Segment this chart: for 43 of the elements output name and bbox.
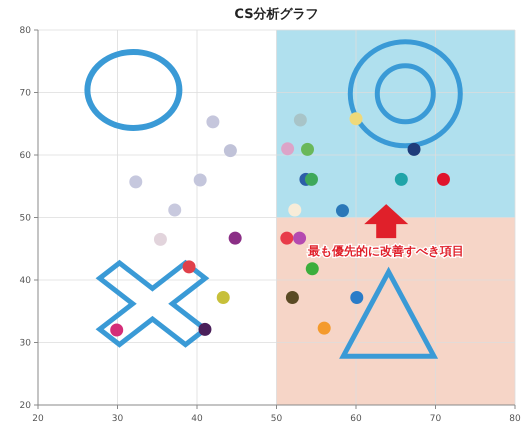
point: [293, 232, 306, 245]
y-tick-label: 80: [20, 26, 32, 36]
point: [206, 115, 220, 128]
point: [350, 291, 364, 304]
x-tick-label: 60: [350, 414, 362, 424]
point: [129, 175, 142, 188]
x-tick-label: 80: [509, 414, 521, 424]
point: [224, 144, 237, 158]
point: [304, 172, 318, 186]
point: [281, 142, 294, 156]
y-tick-label: 70: [20, 88, 32, 98]
point: [168, 204, 182, 216]
annotation: 最も優先的に改善すべき項目: [307, 244, 464, 258]
x-tick-label: 70: [430, 414, 442, 424]
point: [288, 204, 302, 216]
point: [182, 260, 196, 274]
y-tick-label: 20: [20, 401, 32, 411]
point: [154, 232, 167, 246]
x-tick-label: 30: [112, 414, 124, 424]
point: [228, 232, 242, 245]
point: [216, 291, 230, 304]
x-tick-label: 50: [270, 414, 282, 424]
y-tick-label: 40: [20, 276, 32, 286]
point: [436, 172, 450, 186]
point: [408, 142, 421, 156]
point: [336, 204, 349, 218]
point: [301, 142, 314, 156]
y-tick-label: 50: [20, 214, 32, 224]
x-tick-label: 20: [32, 414, 44, 424]
point: [318, 322, 331, 335]
y-tick-label: 30: [20, 338, 32, 348]
chart-title: CS分析グラフ: [234, 7, 319, 22]
point: [194, 174, 207, 186]
point: [198, 322, 212, 336]
point: [306, 262, 319, 276]
point: [280, 232, 294, 245]
point: [110, 324, 124, 336]
point: [294, 114, 307, 126]
y-tick-label: 60: [20, 151, 32, 161]
point: [350, 112, 362, 126]
point: [394, 172, 408, 186]
point: [286, 291, 299, 304]
x-tick-label: 40: [191, 414, 203, 424]
